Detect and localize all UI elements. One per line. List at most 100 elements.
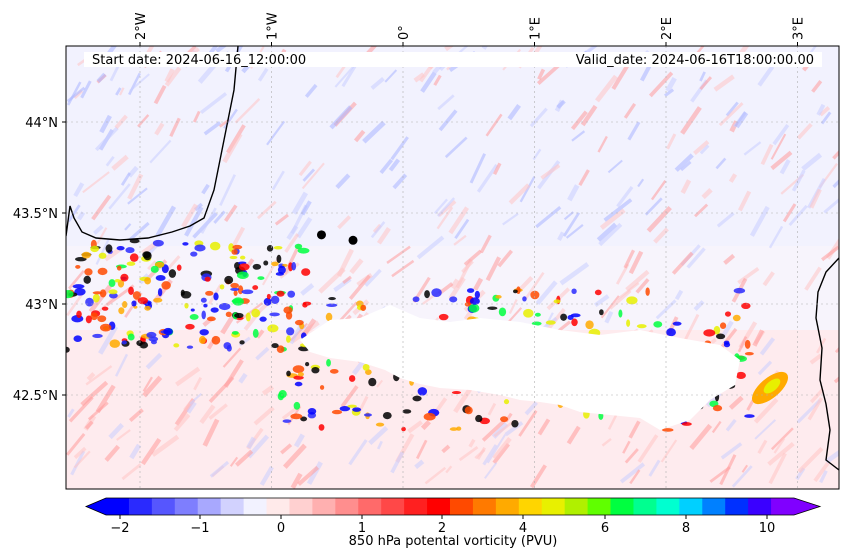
pv-blob	[282, 419, 292, 423]
pv-streak	[302, 168, 316, 182]
colorbar-swatches	[84, 497, 822, 516]
pv-blob	[331, 409, 343, 415]
pv-streak	[66, 292, 85, 317]
pv-streak	[603, 198, 633, 222]
pv-streak	[300, 200, 312, 216]
pv-streak	[450, 278, 460, 290]
pv-streak	[524, 271, 545, 300]
pv-streak	[596, 222, 618, 242]
pv-streak	[209, 460, 230, 478]
pv-streak	[282, 443, 307, 469]
pv-streak	[129, 443, 142, 460]
pv-blob	[116, 245, 125, 251]
pv-blob	[301, 268, 311, 276]
pv-blob	[618, 309, 623, 318]
pv-blob	[121, 340, 127, 345]
pv-blob	[228, 243, 234, 252]
pv-streak	[376, 226, 391, 245]
lat-tick-label: 43°N	[25, 298, 58, 313]
pv-streak	[341, 64, 357, 88]
pv-streak	[445, 465, 453, 474]
station-markers	[316, 230, 358, 245]
pv-streak	[66, 432, 86, 456]
pv-blob	[233, 290, 238, 296]
pv-blob	[270, 295, 280, 304]
pv-blob	[297, 372, 304, 377]
pv-streak	[220, 312, 237, 335]
pv-blob	[712, 405, 723, 412]
pv-streak	[80, 380, 109, 407]
pv-blob	[277, 265, 286, 274]
pv-blob	[97, 315, 107, 323]
pv-streak	[193, 202, 203, 212]
pv-streak	[559, 262, 590, 286]
pv-streak	[482, 444, 498, 466]
pv-streak	[137, 114, 150, 128]
pv-blob	[180, 291, 192, 299]
pv-blob	[205, 290, 214, 296]
pv-streak	[479, 234, 492, 254]
pv-streak	[609, 289, 632, 310]
pv-streak	[637, 434, 659, 463]
colorbar-tick-label: −1	[190, 521, 209, 536]
pv-blob	[239, 255, 246, 260]
pv-streak	[770, 150, 793, 171]
pv-streak	[208, 403, 228, 420]
pv-streak	[388, 158, 401, 172]
pv-blob	[85, 297, 94, 307]
pv-streak	[197, 63, 217, 84]
pv-streak	[566, 425, 581, 445]
pv-blob	[293, 401, 301, 410]
colorbar-tick-label: −2	[110, 521, 129, 536]
pv-blob	[252, 285, 259, 290]
colorbar-swatch	[243, 498, 268, 515]
pv-blob	[231, 249, 238, 255]
pv-blob	[466, 288, 475, 293]
colorbar-tick-label: 8	[682, 521, 690, 536]
pv-streak	[149, 139, 172, 164]
pv-streak	[96, 72, 107, 83]
pv-streak	[364, 268, 382, 287]
pv-streak	[436, 197, 456, 217]
pv-streak	[68, 396, 94, 423]
pv-streak	[627, 121, 641, 141]
pv-streak	[611, 63, 630, 90]
pv-streak	[759, 337, 776, 356]
pv-blob	[703, 329, 716, 337]
pv-streak	[492, 437, 512, 460]
pv-blob	[571, 288, 577, 294]
pv-blob	[666, 328, 676, 337]
pv-streak	[601, 437, 612, 447]
pv-streak	[86, 372, 96, 381]
pv-streak	[693, 140, 710, 156]
pv-streak	[434, 198, 448, 215]
pv-streak	[222, 347, 242, 368]
pv-streak	[437, 282, 454, 296]
colorbar-ticks: −2 −1 0 1 2 4 6 8 10	[110, 515, 775, 536]
pv-blob	[163, 327, 173, 336]
pv-blob	[206, 316, 216, 322]
pv-streak	[598, 222, 623, 247]
pv-blob	[305, 361, 310, 367]
pv-streak	[376, 379, 384, 388]
pv-blob	[723, 342, 731, 348]
pv-streak	[709, 466, 731, 483]
pv-blob	[570, 313, 581, 318]
pv-streak	[718, 102, 744, 127]
pv-streak	[607, 159, 623, 174]
pv-streak	[334, 61, 358, 88]
pv-streak	[713, 74, 735, 92]
pv-blob	[286, 335, 291, 343]
date-label-strip	[84, 52, 822, 67]
pv-blob	[109, 339, 121, 348]
pv-streak	[407, 420, 423, 434]
pv-streak	[508, 183, 531, 205]
pv-blob	[553, 299, 561, 304]
pv-streak	[660, 439, 678, 463]
pv-streak	[741, 464, 749, 473]
pv-blob	[423, 412, 436, 421]
pv-streak	[518, 410, 538, 437]
colorbar-swatch	[679, 498, 703, 515]
pv-streak	[154, 122, 165, 136]
pv-streak	[329, 105, 353, 130]
